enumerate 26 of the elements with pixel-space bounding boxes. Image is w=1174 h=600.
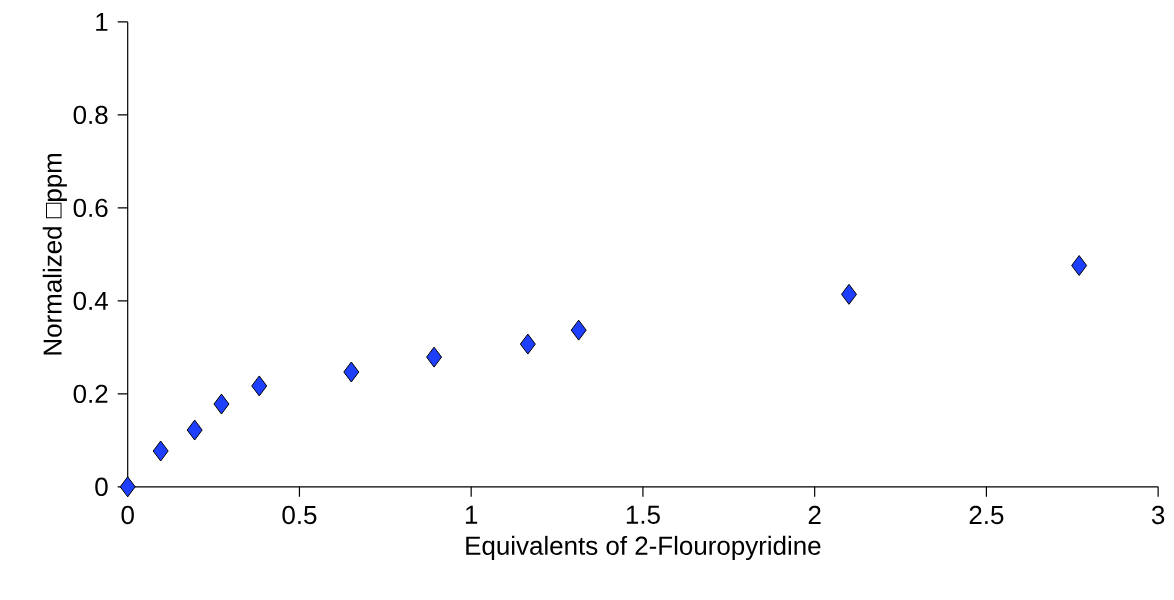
point bbox=[1071, 255, 1088, 277]
x-tick-label: 1.5 bbox=[626, 506, 660, 525]
x-tick-label: 3 bbox=[1151, 506, 1165, 525]
y-axis-title: Normalized □ppm bbox=[42, 154, 67, 355]
point bbox=[570, 319, 587, 341]
y-tick-label: 0.6 bbox=[73, 198, 108, 218]
x-tick-label: 1 bbox=[465, 506, 478, 524]
y-tick-label: 0 bbox=[95, 477, 108, 497]
point bbox=[119, 476, 136, 498]
point bbox=[426, 346, 443, 368]
point bbox=[152, 440, 169, 462]
point bbox=[251, 375, 268, 397]
y-tick-label: 0.2 bbox=[73, 384, 108, 404]
point bbox=[186, 419, 203, 441]
x-tick-label: 0.5 bbox=[282, 506, 317, 525]
x-tick-label: 0 bbox=[121, 506, 134, 525]
point bbox=[841, 284, 857, 306]
x-tick-label: 2.5 bbox=[969, 506, 1004, 525]
x-axis-title: Equivalents of 2-Flouropyridine bbox=[466, 536, 821, 561]
y-tick-label: 0.8 bbox=[73, 105, 108, 125]
y-tick-label: 0.4 bbox=[73, 291, 108, 311]
x-tick-label: 2 bbox=[808, 506, 821, 525]
point bbox=[519, 333, 536, 355]
y-tick-label: 1 bbox=[96, 13, 108, 32]
point bbox=[213, 393, 230, 415]
point bbox=[343, 361, 360, 383]
